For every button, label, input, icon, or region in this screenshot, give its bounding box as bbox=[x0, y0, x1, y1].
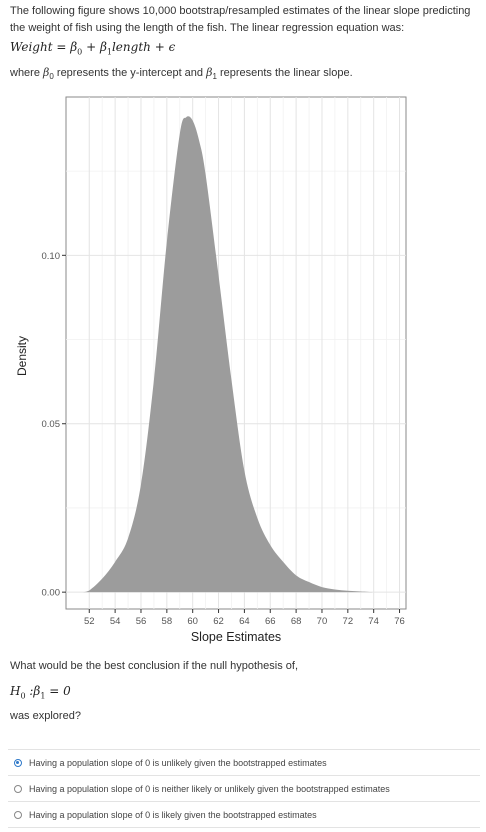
answer-option-neither[interactable]: Having a population slope of 0 is neithe… bbox=[8, 775, 480, 801]
x-tick-label: 58 bbox=[162, 616, 173, 627]
h0-b-sub: 1 bbox=[40, 691, 46, 701]
where-post: represents the linear slope. bbox=[216, 67, 353, 79]
x-axis-label: Slope Estimates bbox=[191, 630, 281, 644]
eq-equals: = bbox=[52, 40, 71, 54]
answer-option-label: Having a population slope of 0 is likely… bbox=[29, 809, 317, 820]
question-intro: The following figure shows 10,000 bootst… bbox=[10, 5, 471, 34]
x-tick-label: 54 bbox=[110, 616, 121, 627]
radio-button[interactable] bbox=[14, 784, 22, 793]
where-b0-sub: 0 bbox=[49, 72, 54, 82]
where-pre: where bbox=[10, 67, 44, 79]
where-b1-sub: 1 bbox=[212, 72, 217, 82]
h0-h: H bbox=[10, 684, 21, 698]
eq-plus2: + bbox=[150, 40, 169, 54]
answer-options: Having a population slope of 0 is unlike… bbox=[8, 749, 480, 828]
eq-lhs: Weight bbox=[10, 40, 53, 54]
h0-b: β bbox=[33, 684, 41, 698]
where-mid: represents the y-intercept and bbox=[53, 67, 207, 79]
y-axis-label: Density bbox=[15, 336, 29, 376]
question-text: What would be the best conclusion if the… bbox=[10, 660, 299, 672]
x-tick-label: 76 bbox=[394, 616, 405, 627]
where-b1: β bbox=[206, 66, 213, 79]
eq-b1-sub: 1 bbox=[106, 47, 112, 57]
answer-option-likely[interactable]: Having a population slope of 0 is likely… bbox=[8, 801, 480, 828]
question-tail: was explored? bbox=[10, 710, 81, 722]
density-chart: 0.000.050.10 52 54 56 58 60 62 64 66 68 70 72 74 76 … bbox=[15, 96, 407, 644]
radio-button[interactable] bbox=[14, 758, 22, 767]
y-tick-label: 0.05 bbox=[42, 419, 61, 430]
x-tick-label: 74 bbox=[368, 616, 379, 627]
answer-option-unlikely[interactable]: Having a population slope of 0 is unlike… bbox=[8, 749, 480, 775]
eq-b0-sub: 0 bbox=[77, 47, 83, 57]
answer-option-label: Having a population slope of 0 is unlike… bbox=[29, 757, 327, 768]
x-tick-label: 70 bbox=[317, 616, 328, 627]
x-tick-label: 64 bbox=[239, 616, 250, 627]
h0-h-sub: 0 bbox=[20, 691, 26, 701]
x-tick-label: 60 bbox=[187, 616, 198, 627]
eq-b1: β bbox=[99, 40, 107, 54]
h0-colon: : bbox=[25, 684, 34, 698]
x-axis: 52 54 56 58 60 62 64 66 68 70 72 74 76 bbox=[84, 609, 405, 627]
null-hypothesis: H0 :β1 = 0 bbox=[10, 684, 71, 700]
x-tick-label: 72 bbox=[343, 616, 354, 627]
x-tick-label: 62 bbox=[213, 616, 224, 627]
y-tick-label: 0.00 bbox=[42, 588, 61, 599]
eq-b0: β bbox=[70, 40, 78, 54]
x-tick-label: 52 bbox=[84, 616, 95, 627]
y-axis: 0.00 0.05 0.10 bbox=[42, 251, 66, 599]
x-tick-label: 56 bbox=[136, 616, 147, 627]
x-tick-label: 68 bbox=[291, 616, 302, 627]
eq-term: length bbox=[111, 40, 151, 54]
where-b0: β bbox=[43, 66, 50, 79]
y-tick-label: 0.10 bbox=[42, 251, 61, 262]
regression-equation: Weight = β0 + β1length + ϵ bbox=[10, 40, 175, 56]
h0-rest: = 0 bbox=[45, 684, 71, 698]
radio-button[interactable] bbox=[14, 810, 22, 819]
eq-eps: ϵ bbox=[168, 40, 176, 54]
answer-option-label: Having a population slope of 0 is neithe… bbox=[29, 783, 390, 794]
x-tick-label: 66 bbox=[265, 616, 276, 627]
eq-plus1: + bbox=[82, 40, 100, 54]
density-area bbox=[82, 116, 374, 593]
coefficient-description: where β0 represents the y-intercept and … bbox=[10, 66, 353, 81]
